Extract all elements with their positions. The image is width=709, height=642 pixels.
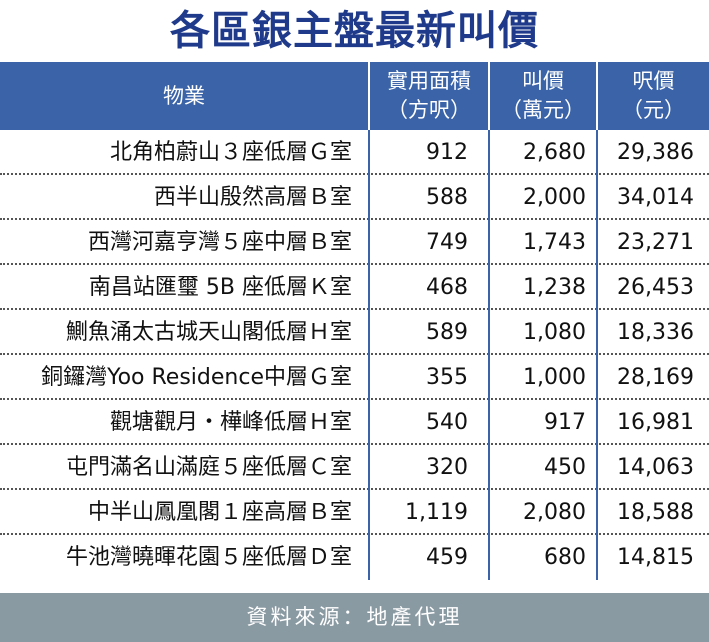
cell-property: 鰂魚涌太古城天山閣低層Ｈ室 [65,320,352,345]
table-row: 西灣河嘉亨灣５座中層Ｂ室 749 1,743 23,271 [0,220,709,265]
column-divider [596,445,598,490]
table-row: 南昌站匯璽 5B 座低層Ｋ室 468 1,238 26,453 [0,265,709,310]
table-row: 屯門滿名山滿庭５座低層Ｃ室 320 450 14,063 [0,445,709,490]
column-divider [368,445,370,490]
cell-ppsf: 18,588 [617,500,694,525]
cell-price: 917 [544,410,586,435]
column-divider [596,490,598,535]
cell-property: 中半山鳳凰閣１座高層Ｂ室 [87,500,352,525]
column-divider [596,355,598,400]
cell-area: 468 [426,275,468,300]
column-divider [488,220,490,265]
cell-ppsf: 14,063 [617,455,694,480]
header-divider [488,62,490,130]
cell-property: 南昌站匯璽 5B 座低層Ｋ室 [88,275,352,300]
cell-ppsf: 16,981 [617,410,694,435]
table-header: 物業 實用面積 （方呎） 叫價 （萬元） 呎價 （元） [0,62,709,130]
column-divider [488,355,490,400]
cell-area: 589 [426,320,468,345]
column-divider [368,400,370,445]
header-divider [596,62,598,130]
header-price: 叫價 （萬元） [490,62,596,130]
cell-ppsf: 28,169 [617,365,694,390]
table-row: 鰂魚涌太古城天山閣低層Ｈ室 589 1,080 18,336 [0,310,709,355]
cell-ppsf: 23,271 [617,230,694,255]
column-divider [596,535,598,580]
column-divider [596,130,598,175]
column-divider [488,265,490,310]
cell-property: 牛池灣曉暉花園５座低層Ｄ室 [65,545,352,570]
page-title: 各區銀主盤最新叫價 [170,8,539,54]
column-divider [368,490,370,535]
column-divider [368,310,370,355]
cell-property: 觀塘觀月・樺峰低層Ｈ室 [109,410,352,435]
column-divider [488,490,490,535]
cell-area: 459 [426,545,468,570]
cell-property: 銅鑼灣Yoo Residence中層Ｇ室 [41,365,352,390]
column-divider [368,535,370,580]
header-property: 物業 [0,62,368,130]
cell-ppsf: 18,336 [617,320,694,345]
cell-price: 1,080 [523,320,586,345]
table-row: 西半山殷然高層Ｂ室 588 2,000 34,014 [0,175,709,220]
cell-property: 西灣河嘉亨灣５座中層Ｂ室 [87,230,352,255]
column-divider [368,355,370,400]
cell-price: 2,000 [523,185,586,210]
header-area: 實用面積 （方呎） [370,62,488,130]
source-footer: 資料來源：地產代理 [0,593,709,642]
cell-price: 1,000 [523,365,586,390]
table-row: 觀塘觀月・樺峰低層Ｈ室 540 917 16,981 [0,400,709,445]
column-divider [596,310,598,355]
cell-price: 450 [544,455,586,480]
header-property-label: 物業 [163,83,205,108]
cell-area: 749 [426,230,468,255]
header-ppsf-line1: 呎價 [632,69,675,93]
column-divider [368,175,370,220]
cell-price: 1,743 [523,230,586,255]
column-divider [488,175,490,220]
header-price-line2: （萬元） [501,98,585,122]
cell-area: 540 [426,410,468,435]
column-divider [488,130,490,175]
cell-area: 588 [426,185,468,210]
column-divider [596,220,598,265]
header-price-line1: 叫價 [522,69,564,93]
header-ppsf-line2: （元） [622,98,685,122]
column-divider [596,265,598,310]
cell-area: 320 [426,455,468,480]
column-divider [368,265,370,310]
cell-price: 2,680 [523,140,586,165]
column-divider [368,220,370,265]
table-row: 牛池灣曉暉花園５座低層Ｄ室 459 680 14,815 [0,535,709,580]
cell-property: 西半山殷然高層Ｂ室 [153,185,352,210]
header-divider [368,62,370,130]
cell-property: 屯門滿名山滿庭５座低層Ｃ室 [65,455,352,480]
cell-ppsf: 34,014 [617,185,694,210]
cell-ppsf: 14,815 [617,545,694,570]
column-divider [488,535,490,580]
cell-area: 1,119 [405,500,468,525]
cell-ppsf: 26,453 [617,275,694,300]
cell-price: 2,080 [523,500,586,525]
column-divider [488,445,490,490]
header-area-line2: （方呎） [387,98,471,122]
column-divider [488,310,490,355]
cell-property: 北角柏蔚山３座低層Ｇ室 [109,140,352,165]
table-row: 北角柏蔚山３座低層Ｇ室 912 2,680 29,386 [0,130,709,175]
cell-ppsf: 29,386 [617,140,694,165]
column-divider [488,400,490,445]
cell-price: 1,238 [523,275,586,300]
column-divider [596,175,598,220]
table-row: 中半山鳳凰閣１座高層Ｂ室 1,119 2,080 18,588 [0,490,709,535]
header-ppsf: 呎價 （元） [598,62,709,130]
column-divider [596,400,598,445]
cell-area: 912 [426,140,468,165]
cell-price: 680 [544,545,586,570]
column-divider [368,130,370,175]
header-area-line1: 實用面積 [387,69,471,93]
cell-area: 355 [426,365,468,390]
listing-table: 物業 實用面積 （方呎） 叫價 （萬元） 呎價 （元） 北角柏蔚山３座低層Ｇ室 … [0,62,709,580]
table-row: 銅鑼灣Yoo Residence中層Ｇ室 355 1,000 28,169 [0,355,709,400]
